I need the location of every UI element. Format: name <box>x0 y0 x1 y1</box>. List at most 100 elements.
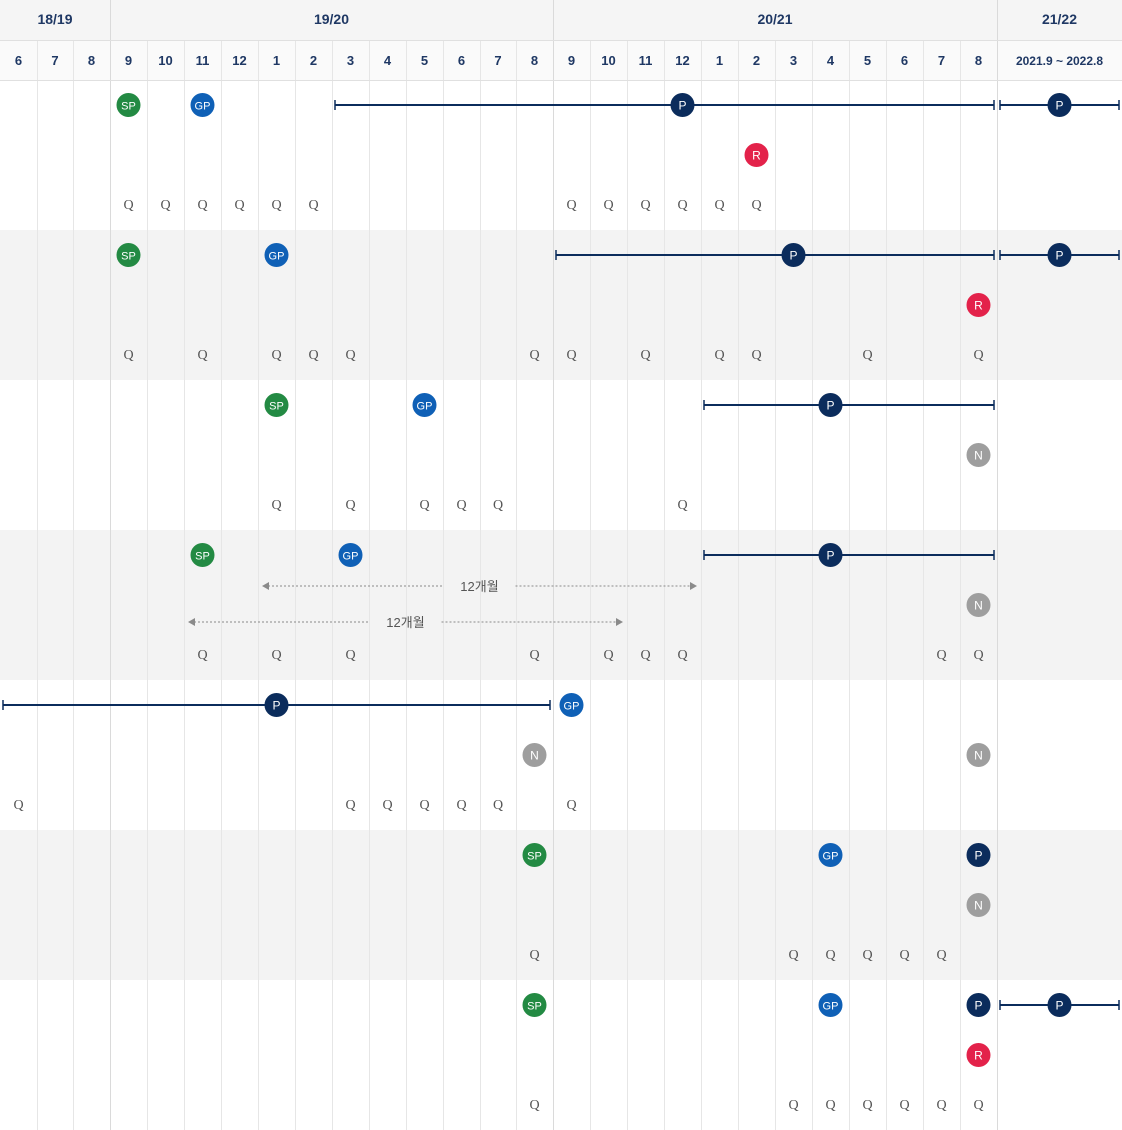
n-marker <box>966 593 991 617</box>
r-marker-label: R <box>974 299 983 313</box>
q-label: Q <box>382 798 392 813</box>
arrow-head-left <box>188 618 195 626</box>
q-label: Q <box>234 198 244 213</box>
month-label: 9 <box>568 53 575 68</box>
sp-marker-label: SP <box>195 551 210 563</box>
sp-marker-label: SP <box>269 401 284 413</box>
q-label: Q <box>13 798 23 813</box>
q-label: Q <box>345 498 355 513</box>
q-label: Q <box>123 348 133 363</box>
q-label: Q <box>123 198 133 213</box>
p-marker <box>670 93 695 117</box>
month-label: 6 <box>458 53 465 68</box>
gp-marker-label: GP <box>823 851 839 863</box>
sp-marker-label: SP <box>121 251 136 263</box>
q-label: Q <box>529 648 539 663</box>
p-marker-label: P <box>1055 99 1063 113</box>
q-label: Q <box>529 948 539 963</box>
q-label: Q <box>677 198 687 213</box>
n-marker-label: N <box>974 899 983 913</box>
n-marker <box>522 743 547 767</box>
row-band <box>0 530 1122 680</box>
p-marker <box>966 993 991 1017</box>
month-label: 5 <box>421 53 428 68</box>
month-label: 6 <box>15 53 22 68</box>
sp-marker-label: SP <box>527 1001 542 1013</box>
n-marker <box>966 743 991 767</box>
q-label: Q <box>936 648 946 663</box>
arrow-head-right <box>616 618 623 626</box>
month-label: 10 <box>158 53 172 68</box>
q-label: Q <box>271 498 281 513</box>
month-label: 7 <box>938 53 945 68</box>
r-marker <box>966 293 991 317</box>
p-marker <box>781 243 806 267</box>
p-marker-label: P <box>678 99 686 113</box>
row-band <box>0 230 1122 380</box>
season-label: 18/19 <box>37 11 72 27</box>
n-marker <box>966 893 991 917</box>
q-label: Q <box>197 198 207 213</box>
q-label: Q <box>899 1098 909 1113</box>
p-marker-label: P <box>789 249 797 263</box>
q-label: Q <box>825 1098 835 1113</box>
q-label: Q <box>677 648 687 663</box>
q-label: Q <box>271 198 281 213</box>
p-marker-label: P <box>974 999 982 1013</box>
q-label: Q <box>862 1098 872 1113</box>
gp-marker-label: GP <box>823 1001 839 1013</box>
q-label: Q <box>419 498 429 513</box>
q-label: Q <box>493 798 503 813</box>
q-label: Q <box>751 198 761 213</box>
q-label: Q <box>677 498 687 513</box>
q-label: Q <box>714 348 724 363</box>
gp-marker <box>412 393 437 417</box>
sp-marker-label: SP <box>121 101 136 113</box>
arrow-head-right <box>690 582 697 590</box>
month-header-bg <box>0 40 1122 80</box>
q-label: Q <box>456 498 466 513</box>
p-marker <box>1047 993 1072 1017</box>
month-label: 8 <box>88 53 95 68</box>
r-marker <box>966 1043 991 1067</box>
p-marker-label: P <box>826 399 834 413</box>
q-label: Q <box>566 798 576 813</box>
gp-marker-label: GP <box>564 701 580 713</box>
month-label: 4 <box>384 53 392 68</box>
q-label: Q <box>973 648 983 663</box>
r-marker-label: R <box>974 1049 983 1063</box>
season-label: 20/21 <box>757 11 792 27</box>
p-marker-label: P <box>826 549 834 563</box>
q-label: Q <box>160 198 170 213</box>
gp-marker <box>190 93 215 117</box>
q-label: Q <box>825 948 835 963</box>
arrow-head-left <box>262 582 269 590</box>
q-label: Q <box>345 648 355 663</box>
month-label: 8 <box>531 53 538 68</box>
q-label: Q <box>197 648 207 663</box>
n-marker-label: N <box>530 749 539 763</box>
gp-marker <box>338 543 363 567</box>
month-label: 7 <box>494 53 501 68</box>
n-marker-label: N <box>974 599 983 613</box>
q-label: Q <box>640 348 650 363</box>
q-label: Q <box>308 348 318 363</box>
season-label: 21/22 <box>1042 11 1077 27</box>
p-marker-label: P <box>1055 999 1063 1013</box>
month-label: 3 <box>790 53 797 68</box>
gp-marker <box>264 243 289 267</box>
gp-marker-label: GP <box>417 401 433 413</box>
q-label: Q <box>862 348 872 363</box>
month-label: 8 <box>975 53 982 68</box>
sp-marker <box>522 843 547 867</box>
sp-marker <box>190 543 215 567</box>
q-label: Q <box>603 198 613 213</box>
q-label: Q <box>899 948 909 963</box>
q-label: Q <box>566 198 576 213</box>
duration-label: 12개월 <box>460 579 498 594</box>
n-marker-label: N <box>974 749 983 763</box>
r-marker <box>744 143 769 167</box>
month-label: 12 <box>675 53 689 68</box>
q-label: Q <box>493 498 503 513</box>
